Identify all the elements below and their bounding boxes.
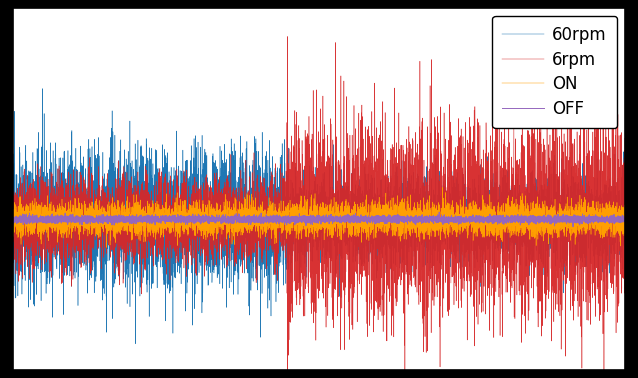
60rpm bbox=[131, 342, 139, 346]
60rpm bbox=[39, 86, 47, 91]
6rpm bbox=[398, 234, 406, 239]
60rpm bbox=[463, 220, 471, 225]
ON bbox=[496, 217, 503, 222]
OFF bbox=[40, 220, 47, 225]
OFF bbox=[231, 220, 239, 224]
6rpm bbox=[9, 242, 17, 246]
6rpm bbox=[40, 235, 47, 240]
OFF bbox=[371, 217, 379, 222]
Line: OFF: OFF bbox=[13, 212, 625, 227]
Line: 6rpm: 6rpm bbox=[13, 36, 625, 378]
60rpm bbox=[496, 195, 503, 200]
ON bbox=[439, 185, 447, 189]
OFF bbox=[496, 217, 503, 222]
OFF bbox=[569, 225, 577, 229]
6rpm bbox=[284, 34, 292, 39]
60rpm bbox=[621, 204, 629, 209]
60rpm bbox=[9, 224, 17, 228]
ON bbox=[621, 200, 629, 204]
60rpm bbox=[40, 217, 47, 222]
6rpm bbox=[621, 247, 629, 252]
60rpm bbox=[231, 261, 239, 265]
ON bbox=[103, 245, 110, 250]
ON bbox=[371, 235, 379, 239]
60rpm bbox=[398, 158, 406, 163]
ON bbox=[463, 207, 471, 211]
OFF bbox=[621, 218, 629, 223]
Line: ON: ON bbox=[13, 187, 625, 248]
6rpm bbox=[371, 224, 379, 229]
6rpm bbox=[496, 220, 503, 225]
6rpm bbox=[463, 226, 471, 230]
60rpm bbox=[371, 215, 379, 220]
ON bbox=[9, 217, 17, 222]
ON bbox=[231, 212, 239, 217]
Legend: 60rpm, 6rpm, ON, OFF: 60rpm, 6rpm, ON, OFF bbox=[493, 16, 617, 128]
Line: 60rpm: 60rpm bbox=[13, 88, 625, 344]
OFF bbox=[9, 215, 17, 220]
ON bbox=[398, 214, 406, 219]
OFF bbox=[435, 210, 443, 214]
OFF bbox=[398, 215, 406, 220]
ON bbox=[40, 204, 47, 209]
OFF bbox=[463, 219, 471, 224]
6rpm bbox=[231, 206, 239, 210]
